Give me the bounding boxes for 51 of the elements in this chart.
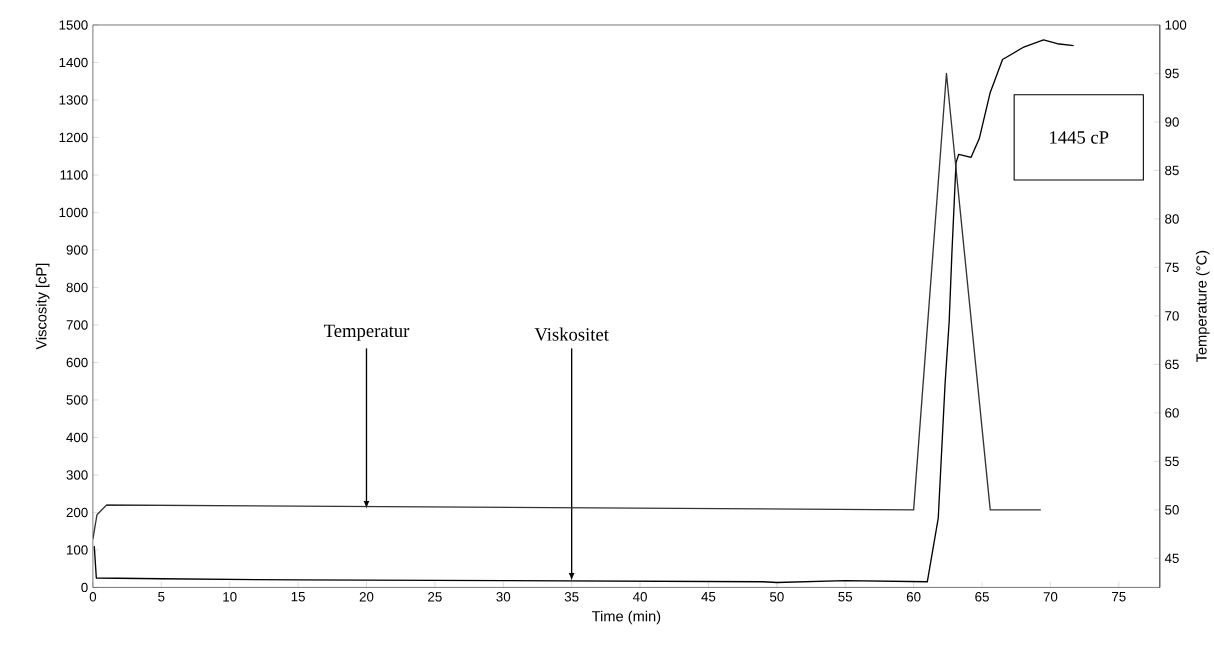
y-tick-label: 900 xyxy=(66,245,88,255)
y-axis-title: Viscosity [cP] xyxy=(35,263,50,350)
x-tick-label: 40 xyxy=(632,591,647,602)
y2-tick-label: 70 xyxy=(1165,311,1179,321)
x-tick-label: 15 xyxy=(291,591,305,602)
y-tick-label: 500 xyxy=(66,395,88,405)
annotation: 1445 cP xyxy=(1050,131,1109,144)
x-tick-label: 65 xyxy=(975,591,989,602)
annotation: Viskositet xyxy=(534,327,609,341)
x-tick-label: 35 xyxy=(564,591,579,602)
x-tick-label: 0 xyxy=(89,591,97,602)
y2-tick-label: 50 xyxy=(1165,504,1179,515)
y2-tick-label: 75 xyxy=(1165,262,1179,272)
x-tick-label: 50 xyxy=(769,591,784,602)
annotation: Temperatur xyxy=(323,324,410,341)
x-axis-title: Time (min) xyxy=(591,610,661,625)
y2-tick-label: 95 xyxy=(1165,68,1179,78)
y-tick-label: 300 xyxy=(66,470,88,480)
y-tick-label: 1400 xyxy=(59,57,88,67)
y-tick-label: 0 xyxy=(81,582,88,592)
x-tick-label: 60 xyxy=(906,591,921,602)
x-tick-label: 55 xyxy=(838,591,853,602)
y-tick-label: 700 xyxy=(66,320,88,330)
y-tick-label: 1500 xyxy=(59,20,88,30)
x-tick-label: 75 xyxy=(1112,591,1126,602)
x-tick-label: 45 xyxy=(701,591,716,602)
y-tick-label: 1300 xyxy=(59,95,88,105)
line-series xyxy=(92,72,1042,540)
x-tick-label: 30 xyxy=(496,591,511,602)
y2-axis-title: Temperature (°C) xyxy=(1195,250,1210,362)
y-tick-label: 400 xyxy=(66,432,88,442)
y2-tick-label: 80 xyxy=(1165,214,1179,224)
y-tick-label: 100 xyxy=(67,545,88,555)
x-tick-label: 5 xyxy=(158,591,165,602)
y2-tick-label: 65 xyxy=(1165,359,1179,369)
y2-tick-label: 85 xyxy=(1165,165,1179,175)
y2-tick-label: 60 xyxy=(1165,407,1179,418)
y-tick-label: 800 xyxy=(66,282,88,292)
x-tick-label: 25 xyxy=(428,591,442,602)
x-tick-label: 10 xyxy=(223,591,237,602)
y-tick-label: 1100 xyxy=(60,170,88,180)
y-tick-label: 600 xyxy=(66,357,88,367)
y2-tick-label: 55 xyxy=(1165,456,1179,466)
y-tick-label: 200 xyxy=(66,507,88,517)
x-tick-label: 70 xyxy=(1043,591,1058,602)
y2-tick-label: 90 xyxy=(1165,117,1179,127)
x-tick-label: 20 xyxy=(359,591,374,602)
y2-tick-label: 45 xyxy=(1164,553,1179,563)
y-tick-label: 1000 xyxy=(59,207,88,217)
y-tick-label: 1200 xyxy=(59,132,88,142)
y2-tick-label: 100 xyxy=(1165,20,1187,30)
